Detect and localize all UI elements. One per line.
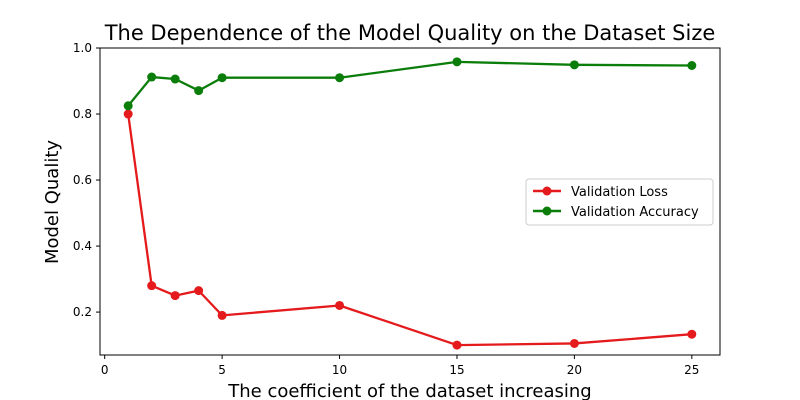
data-point <box>452 340 462 350</box>
data-point <box>123 109 133 119</box>
y-axis: 0.2 0.4 0.6 0.8 1.0 <box>73 41 100 319</box>
y-axis-label: Model Quality <box>42 140 63 264</box>
y-tick-label: 0.8 <box>73 107 92 121</box>
data-point <box>335 73 345 83</box>
legend-loss-label: Validation Loss <box>571 185 668 200</box>
x-axis: 0 5 10 15 20 25 <box>101 355 699 377</box>
x-tick-label: 20 <box>567 363 582 377</box>
data-point <box>194 286 204 296</box>
data-point <box>170 291 180 301</box>
legend-accuracy-label: Validation Accuracy <box>571 205 699 220</box>
data-point <box>452 57 462 67</box>
legend-accuracy-marker <box>542 206 552 216</box>
data-point <box>147 281 157 291</box>
data-point <box>687 60 697 70</box>
data-point <box>569 338 579 348</box>
data-point <box>687 329 697 339</box>
data-point <box>569 60 579 70</box>
series-layer <box>123 57 697 350</box>
y-tick-label: 0.2 <box>73 305 92 319</box>
data-point <box>147 72 157 82</box>
data-point <box>217 310 227 320</box>
x-tick-label: 15 <box>449 363 464 377</box>
y-tick-label: 0.4 <box>73 239 92 253</box>
x-tick-label: 0 <box>101 363 109 377</box>
x-tick-label: 10 <box>332 363 347 377</box>
data-point <box>194 86 204 96</box>
chart-title: The Dependence of the Model Quality on t… <box>104 21 716 45</box>
legend-box <box>525 178 714 226</box>
y-tick-label: 1.0 <box>73 41 92 55</box>
x-tick-label: 5 <box>218 363 226 377</box>
data-point <box>335 300 345 310</box>
data-point <box>217 73 227 83</box>
plot-area: 0 5 10 15 20 25 0.2 0.4 0.6 0.8 1.0 <box>73 41 721 377</box>
y-tick-label: 0.6 <box>73 173 92 187</box>
data-point <box>123 101 133 111</box>
legend: Validation Loss Validation Accuracy <box>525 178 714 226</box>
legend-loss-marker <box>542 186 552 196</box>
series-line-validation-accuracy <box>127 60 692 107</box>
x-tick-label: 25 <box>684 363 699 377</box>
plot-frame <box>99 47 721 356</box>
data-point <box>170 74 180 84</box>
series-line-validation-loss <box>127 113 692 347</box>
x-axis-label: The coefficient of the dataset increasin… <box>227 381 591 400</box>
